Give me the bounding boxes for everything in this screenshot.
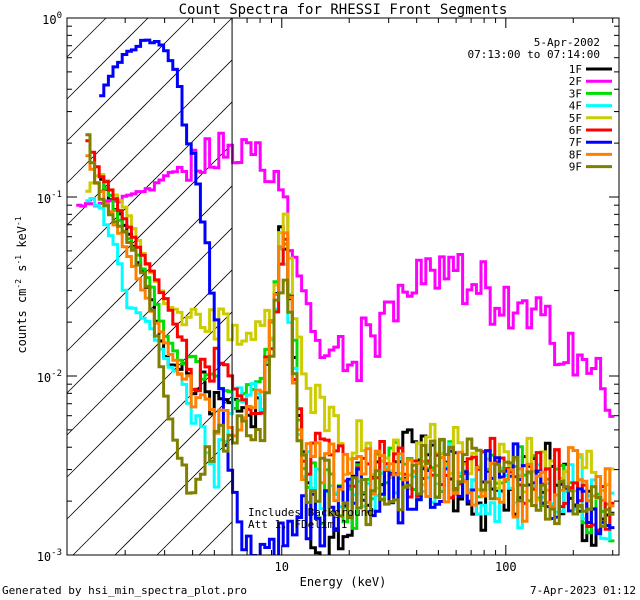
legend-label-6F: 6F bbox=[569, 124, 582, 137]
legend-label-5F: 5F bbox=[569, 112, 582, 125]
chart-title: Count Spectra for RHESSI Front Segments bbox=[179, 2, 508, 18]
legend-label-4F: 4F bbox=[569, 100, 582, 113]
series-9F-line bbox=[85, 133, 615, 528]
series-8F-line bbox=[85, 154, 615, 523]
hatch-line bbox=[66, 17, 149, 100]
legend-label-1F: 1F bbox=[569, 63, 582, 76]
hatch-line bbox=[72, 395, 233, 556]
hatch-line bbox=[66, 353, 233, 520]
hatch-line bbox=[198, 521, 233, 556]
legend-date: 5-Apr-2002 bbox=[534, 36, 600, 49]
series-2F-line bbox=[76, 131, 615, 418]
x-tick-label: 100 bbox=[495, 560, 517, 574]
hatch-line bbox=[66, 311, 233, 478]
footer-timestamp: 7-Apr-2023 01:12 bbox=[530, 584, 636, 597]
hatch-line bbox=[66, 101, 233, 268]
hatch-line bbox=[66, 17, 191, 142]
legend-time-range: 07:13:00 to 07:14:00 bbox=[468, 48, 600, 61]
legend-label-2F: 2F bbox=[569, 75, 582, 88]
x-axis: 10 100 bbox=[124, 18, 614, 574]
y-tick-label: 10-2 bbox=[37, 369, 62, 385]
legend-label-8F: 8F bbox=[569, 148, 582, 161]
y-axis: 100 10-1 10-2 10-3 bbox=[37, 11, 619, 564]
annotation-background: Includes Background bbox=[248, 506, 374, 519]
hatch-line bbox=[114, 437, 233, 556]
footer-generated-by: Generated by hsi_min_spectra_plot.pro bbox=[2, 584, 247, 597]
hatch-line bbox=[66, 269, 233, 436]
annotation-attenuator: Att 1, FDelim 1 bbox=[248, 518, 347, 531]
y-axis-label: counts cm-2 s-1 keV-1 bbox=[14, 216, 29, 353]
plot-frame bbox=[66, 17, 620, 556]
hatch-region bbox=[66, 17, 233, 556]
legend-label-7F: 7F bbox=[569, 136, 582, 149]
y-tick-label: 10-1 bbox=[37, 190, 62, 206]
hatch-line bbox=[66, 59, 233, 226]
x-tick-label: 10 bbox=[275, 560, 289, 574]
legend-label-3F: 3F bbox=[569, 87, 582, 100]
y-tick-label: 100 bbox=[42, 11, 62, 27]
legend-label-9F: 9F bbox=[569, 161, 582, 174]
series-group bbox=[76, 38, 615, 555]
hatch-line bbox=[156, 479, 233, 556]
x-axis-label: Energy (keV) bbox=[300, 575, 387, 589]
y-tick-label: 10-3 bbox=[37, 548, 62, 564]
hatch-line bbox=[66, 17, 107, 58]
